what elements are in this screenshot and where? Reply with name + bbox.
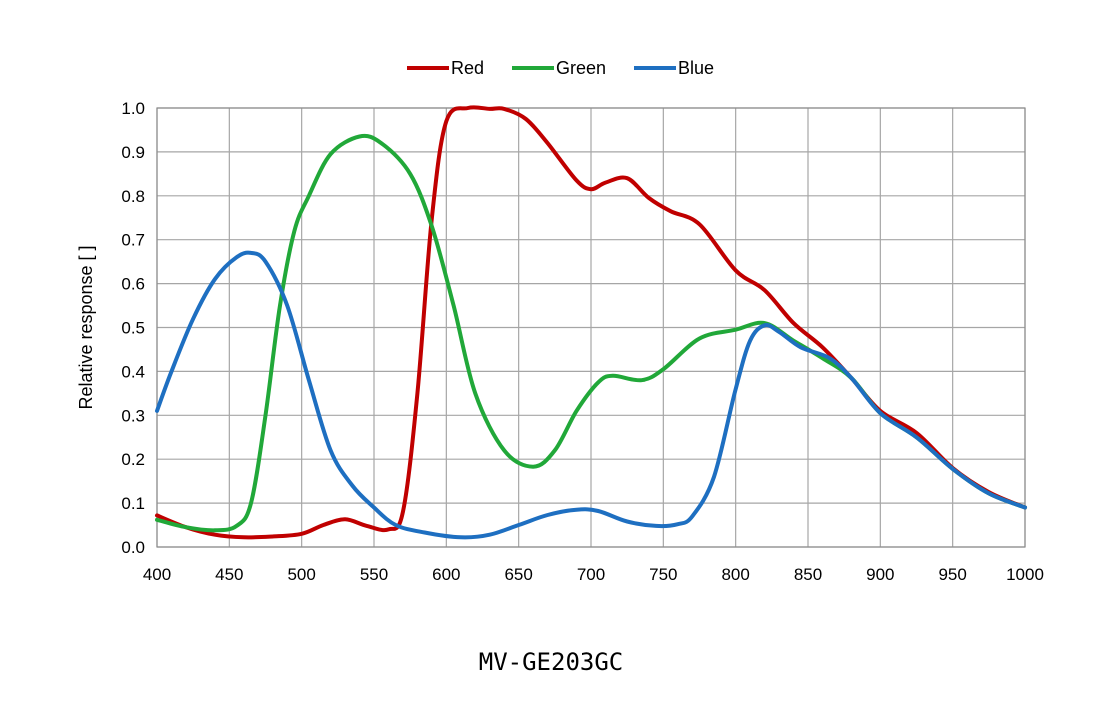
model-caption: MV-GE203GC: [478, 648, 624, 676]
x-tick-label: 1000: [1006, 565, 1044, 584]
y-tick-label: 0.5: [121, 319, 145, 338]
legend-label-red: Red: [451, 58, 484, 78]
series-line-green: [155, 133, 1027, 533]
x-tick-label: 800: [721, 565, 749, 584]
x-tick-label: 900: [866, 565, 894, 584]
legend: Red Green Blue: [407, 58, 714, 78]
x-tick-label: 400: [143, 565, 171, 584]
series-line-red: [155, 105, 1027, 540]
plot-frame: [156, 107, 1026, 548]
y-tick-label: 0.1: [121, 494, 145, 513]
y-tick-label: 0.0: [121, 538, 145, 557]
y-axis-label: Relative response [ ]: [76, 245, 96, 409]
y-tick-label: 0.8: [121, 187, 145, 206]
y-tick-label: 0.9: [121, 143, 145, 162]
x-tick-label: 450: [215, 565, 243, 584]
series-line-blue: [155, 250, 1027, 540]
x-tick-label: 850: [794, 565, 822, 584]
series-lines: [155, 105, 1027, 540]
x-tick-label: 500: [287, 565, 315, 584]
y-tick-label: 0.4: [121, 362, 145, 381]
spectral-response-chart: 400 450 500 550 600 650 700 750 800 850 900 950 1000…: [76, 58, 1044, 584]
x-axis-ticks: 400 450 500 550 600 650 700 750 800 850 900 950 1000: [143, 565, 1044, 584]
legend-label-green: Green: [556, 58, 606, 78]
legend-label-blue: Blue: [678, 58, 714, 78]
x-tick-label: 550: [360, 565, 388, 584]
y-tick-label: 1.0: [121, 99, 145, 118]
x-tick-label: 600: [432, 565, 460, 584]
y-tick-label: 0.2: [121, 450, 145, 469]
x-tick-label: 950: [938, 565, 966, 584]
y-tick-label: 0.7: [121, 231, 145, 250]
grid-lines: [156, 107, 1026, 548]
x-tick-label: 650: [504, 565, 532, 584]
x-tick-label: 700: [577, 565, 605, 584]
y-tick-label: 0.3: [121, 406, 145, 425]
x-tick-label: 750: [649, 565, 677, 584]
y-axis-ticks: 0.0 0.1 0.2 0.3 0.4 0.5 0.6 0.7 0.8 0.9 1.0: [121, 99, 145, 557]
y-tick-label: 0.6: [121, 275, 145, 294]
